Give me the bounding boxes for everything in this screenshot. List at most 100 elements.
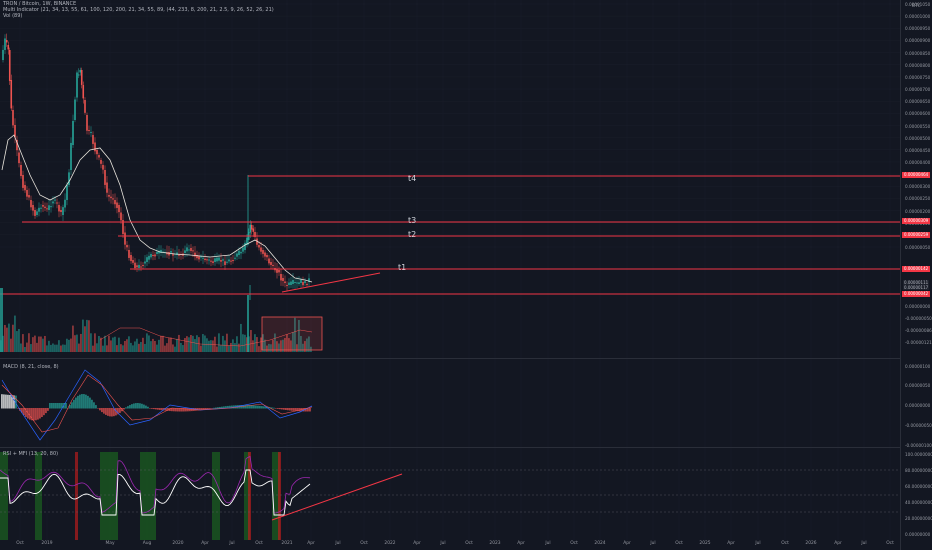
macd-legend[interactable]: MACD (8, 21, close, 8) [3,364,59,370]
time-axis-label-20: 2024 [594,541,606,546]
candle-body [64,199,66,208]
macd-histogram-bar [285,408,287,410]
volume-bar [164,345,166,352]
candle-body [250,225,253,230]
macd-axis-label-0: 0.00000100 [905,364,931,369]
price-axis-label-10: 0.00000550 [905,123,931,129]
candle-body [286,285,288,286]
candle-body [264,252,266,257]
candle-body [98,155,100,158]
volume-bar [154,340,156,352]
rsi-axis-label-4: 20.00000000 [905,516,932,521]
time-axis-label-12: 2022 [384,541,396,546]
rsi-green-zone [100,452,118,540]
time-axis-label-28: 2026 [805,541,817,546]
macd-histogram-bar [39,408,41,419]
volume-bar [38,336,40,352]
macd-histogram-bar [279,408,281,410]
candle-body [38,207,40,212]
volume-bar [146,333,148,352]
macd-axis-label-2: 0.00000000 [905,403,931,408]
macd-histogram-bar [261,406,263,409]
candle-body [46,208,48,210]
candle-body [184,250,186,253]
volume-bar [224,340,226,352]
volume-bar [132,345,134,352]
volume-bar [238,343,240,352]
macd-histogram-bar [71,402,73,409]
volume-bar [280,340,282,352]
candle-body [178,254,180,256]
macd-histogram-bar [255,405,257,409]
time-axis-label-17: Apr [517,541,525,546]
candle-body [230,260,232,262]
candle-body [24,185,26,191]
volume-bar [110,340,112,352]
volume-bar [28,333,30,352]
macd-histogram-bar [263,406,265,409]
candle-body [92,135,94,144]
macd-histogram-bar [231,405,233,409]
price-axis-label-3: 0.00000900 [905,38,931,44]
time-axis-label-7: Oct [255,541,263,546]
macd-axis-label-3: -0.00000050 [905,423,932,428]
candle-body [154,254,156,257]
volume-bar [192,335,194,352]
candle-body [12,110,14,126]
pane-separator-macd[interactable] [0,358,900,359]
volume-bar [256,337,258,352]
macd-histogram-bar [283,408,285,410]
price-axis-border [900,0,901,550]
price-axis-label-13: 0.00000400 [905,159,931,165]
volume-bar [310,346,312,352]
volume-bar [170,337,172,352]
candle-body [44,206,46,209]
macd-histogram-bar [119,408,121,413]
target-label-t1: t1 [398,263,407,272]
volume-bar [252,340,254,352]
time-axis-label-19: Oct [570,541,578,546]
macd-histogram-bar [87,395,89,409]
price-axis-label-2: 0.00000950 [905,26,931,32]
macd-histogram-bar [33,408,35,421]
volume-bar [244,334,246,352]
macd-histogram-bar [149,408,151,409]
macd-histogram-bar [253,405,255,409]
macd-histogram-bar [219,406,221,409]
volume-bar [98,335,100,352]
candle-body [70,142,72,170]
mfi-line [0,455,311,514]
rsi-legend[interactable]: RSI + MFI (13, 20, 80) [3,451,59,457]
candle-body [156,251,158,254]
indicator-legend[interactable]: Multi Indicator (21, 34, 13, 55, 61, 100… [3,7,274,13]
candle-body [146,257,148,262]
volume-bar [22,334,24,352]
volume-bar [294,317,296,352]
macd-histogram-bar [181,408,183,412]
macd-histogram-bar [3,394,5,409]
candle-body [4,38,6,50]
pane-separator-rsi[interactable] [0,447,900,448]
candle-body [54,199,56,201]
volume-bar [156,344,158,352]
macd-histogram-bar [89,397,91,409]
volume-bar [182,345,184,352]
candle-body [122,220,124,235]
candle-body [86,115,88,131]
rsi-line [0,469,311,516]
macd-axis-label-1: 0.00000050 [905,383,931,388]
volume-bar [234,343,236,352]
candle-body [246,237,248,245]
target-label-t3: t3 [408,216,417,225]
macd-histogram-bar [117,408,119,415]
macd-histogram-bar [137,403,139,409]
volume-bar [220,345,222,352]
price-tag-t3: 0.00000309 [902,218,931,224]
candle-body [176,252,178,255]
candle-body [302,282,304,286]
price-axis-label-8: 0.00000650 [905,99,931,105]
time-axis-label-15: Oct [465,541,473,546]
volume-legend[interactable]: Vol (89) [3,13,23,19]
macd-histogram-bar [291,408,293,411]
